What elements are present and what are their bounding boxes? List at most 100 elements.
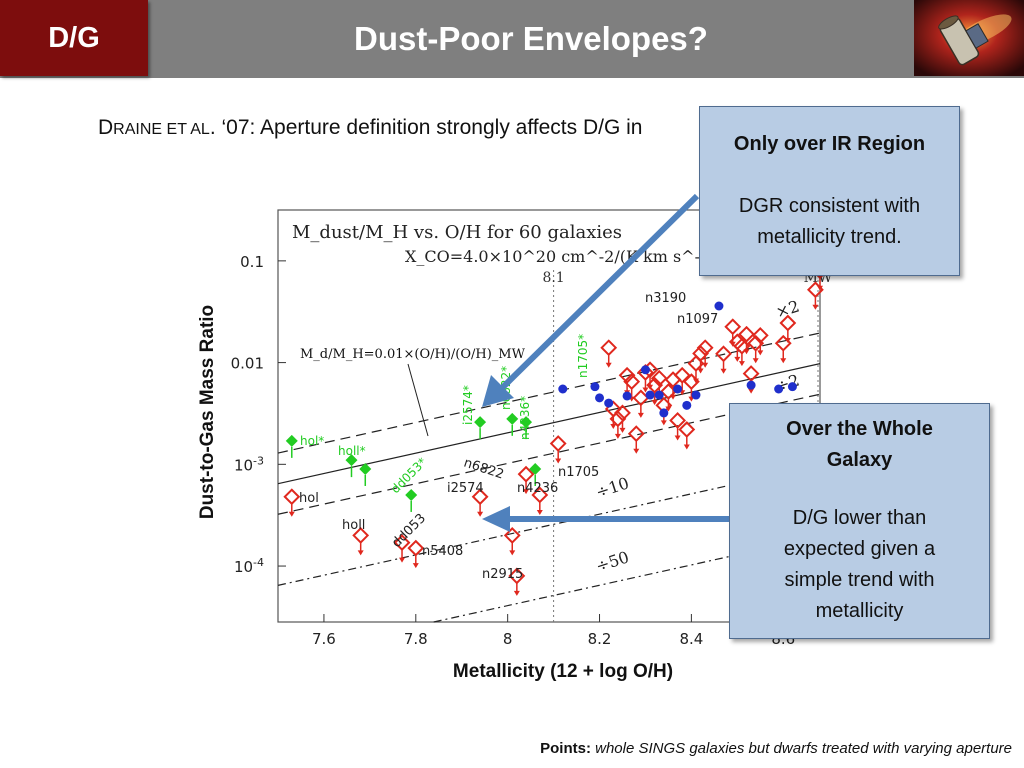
red-diamond-point: [352, 527, 370, 544]
upper-limit-arrowhead: [633, 448, 640, 454]
red-point-label: n1705: [558, 465, 599, 480]
callout-whole-line: metallicity: [815, 600, 904, 622]
upper-limit-arrowhead: [697, 368, 704, 374]
upper-limit-arrowhead: [637, 412, 644, 418]
slide-title: Dust-Poor Envelopes?: [354, 20, 708, 57]
blue-circle-point: [774, 384, 784, 394]
green-diamond-point: [345, 454, 358, 467]
upper-limit-arrowhead: [752, 358, 759, 364]
callout-arrows: [482, 193, 729, 532]
blue-circle-point: [654, 390, 664, 400]
red-diamond-point: [609, 410, 627, 428]
red-diamond-point: [738, 325, 755, 343]
green-diamond-point: [405, 488, 418, 501]
data-markers: [283, 262, 829, 596]
green-point-label: i2574*: [461, 385, 475, 425]
green-diamond-point: [285, 434, 298, 447]
blue-circle-point: [746, 380, 756, 390]
x-tick-label: 7.6: [312, 630, 336, 648]
callout-whole-line: D/G lower than: [792, 507, 927, 529]
blue-circle-point: [691, 390, 701, 400]
red-point-label: holl: [342, 518, 365, 533]
callout-ir-line: metallicity trend.: [757, 226, 902, 248]
upper-limit-arrowhead: [720, 368, 727, 374]
upper-limit-arrowhead: [357, 550, 364, 556]
upper-limit-arrowhead: [692, 378, 699, 384]
y-axis-label: Dust-to-Gas Mass Ratio: [197, 305, 218, 519]
footer-label: Points:: [540, 740, 591, 757]
red-diamond-point: [696, 339, 714, 357]
green-diamond-point: [520, 416, 533, 429]
upper-limit-arrowhead: [509, 550, 516, 556]
callout-whole-heading: Galaxy: [826, 449, 893, 471]
y-tick-label: 10-3: [234, 454, 264, 474]
callout-arrowhead-whole: [482, 506, 510, 532]
y-tick-label: 0.01: [231, 355, 264, 373]
upper-limit-arrowhead: [702, 362, 709, 368]
red-point-label: n2915: [482, 567, 523, 582]
green-point-label: n1705*: [576, 334, 590, 378]
chart-subtitle: X_CO=4.0×10^20 cm^-2/(K km s^-1): [405, 247, 716, 266]
upper-limit-arrowhead: [757, 350, 764, 356]
x-tick-label: 8.4: [679, 630, 703, 648]
upper-limit-arrowhead: [523, 489, 530, 495]
upper-limit-arrowhead: [780, 358, 787, 364]
blue-circle-point: [787, 382, 797, 392]
upper-limit-arrowhead: [412, 563, 419, 569]
upper-limit-arrowhead: [817, 285, 823, 291]
callout-ir-line: DGR consistent with: [738, 195, 921, 217]
reference-label-leader: [407, 363, 429, 437]
scaled-line-x2: [277, 332, 821, 454]
upper-limit-arrowhead: [812, 304, 819, 310]
blue-circle-point: [640, 365, 650, 375]
callout-whole-line: simple trend with: [784, 569, 935, 591]
section-tag: D/G: [0, 0, 148, 76]
blue-circle-point: [622, 391, 632, 401]
blue-circle-point: [595, 393, 605, 403]
y-tick-label: 0.1: [240, 253, 264, 271]
blue-point-label: n1097: [677, 312, 718, 327]
upper-limit-arrowhead: [614, 433, 621, 439]
red-point-label: hol: [299, 491, 319, 506]
intro-text: DRAINE ET AL. ‘07: Aperture definition s…: [98, 116, 643, 140]
footer-note: Points: whole SINGS galaxies but dwarfs …: [540, 740, 1012, 757]
red-diamond-point: [503, 527, 521, 544]
green-point-label: hol*: [300, 434, 324, 448]
callout-arrowhead-ir: [482, 375, 514, 407]
upper-limit-arrowhead: [513, 590, 520, 596]
upper-limit-arrowhead: [674, 435, 681, 441]
chart-title: M_dust/M_H vs. O/H for 60 galaxies: [292, 222, 622, 243]
red-diamond-point: [393, 534, 411, 552]
red-diamond-point: [531, 486, 549, 504]
reference-line: [277, 363, 821, 485]
upper-limit-arrowhead: [610, 423, 617, 429]
upper-limit-arrowhead: [683, 444, 690, 450]
green-diamond-point: [506, 412, 519, 425]
callout-whole-galaxy: Over the Whole Galaxy D/G lower than exp…: [729, 403, 990, 639]
upper-limit-arrowhead: [642, 387, 649, 393]
upper-limit-arrowhead: [738, 361, 745, 367]
footer-text: whole SINGS galaxies but dwarfs treated …: [595, 740, 1012, 757]
y-tick-exponent: -4: [253, 556, 264, 569]
upper-limit-arrowhead: [748, 388, 755, 394]
upper-limit-arrowhead: [288, 511, 295, 517]
upper-limit-arrowhead: [605, 362, 612, 368]
blue-circle-point: [590, 382, 600, 392]
red-diamond-point: [600, 339, 618, 357]
upper-limit-arrowhead: [536, 509, 543, 515]
scaled-line-div2: [277, 393, 821, 515]
callout-arrow-ir: [497, 193, 700, 393]
blue-circle-point: [682, 400, 692, 410]
intro-author-rest: RAINE ET AL: [113, 121, 210, 138]
red-point-label: i2574: [447, 481, 484, 496]
green-diamond-point: [359, 462, 372, 475]
blue-circle-point: [645, 390, 655, 400]
upper-limit-arrowhead: [555, 458, 562, 464]
upper-limit-arrowhead: [784, 338, 791, 344]
green-point-label: n4236*: [518, 396, 532, 440]
callout-whole-heading: Over the Whole: [786, 418, 933, 440]
blue-circle-point: [604, 398, 614, 408]
upper-limit-arrowhead: [743, 349, 750, 355]
x-axis-label: Metallicity (12 + log O/H): [453, 661, 673, 682]
red-point-label: n5408: [422, 544, 463, 559]
